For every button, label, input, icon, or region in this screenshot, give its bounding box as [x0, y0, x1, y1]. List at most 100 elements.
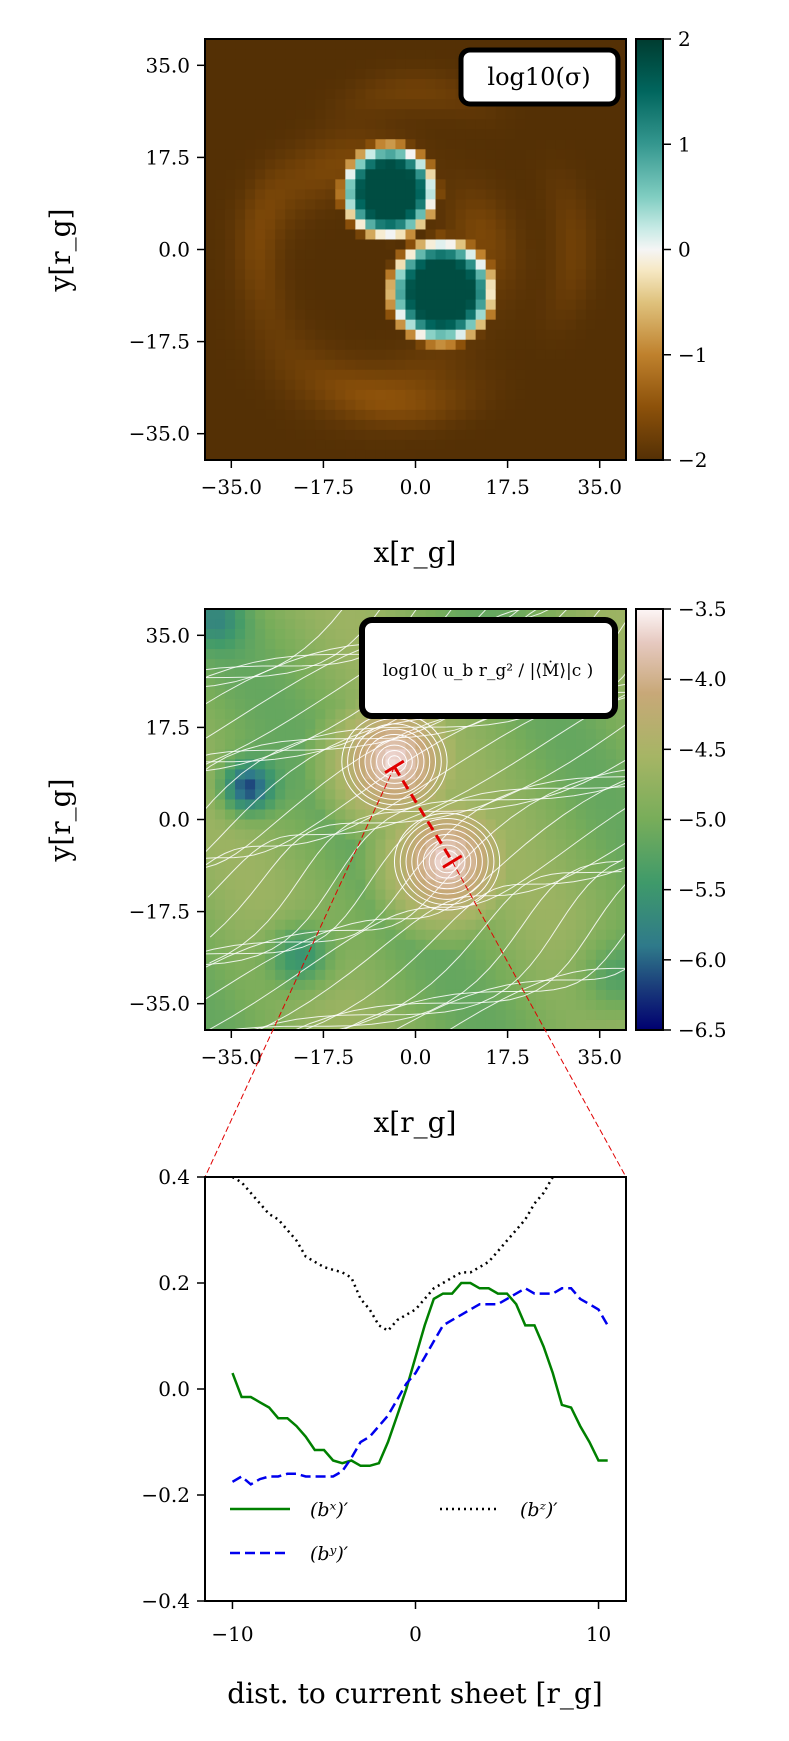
heat-cell — [435, 809, 447, 821]
heat-cell — [445, 909, 457, 921]
heat-cell — [255, 679, 266, 690]
heat-cell — [335, 609, 346, 620]
heat-cell — [575, 319, 587, 331]
heat-cell — [505, 799, 517, 811]
heat-cell — [605, 429, 617, 441]
heat-cell — [445, 789, 457, 801]
heat-cell — [415, 179, 427, 190]
heat-cell — [325, 179, 336, 190]
heat-cell — [235, 359, 246, 371]
heat-cell — [465, 389, 477, 401]
heat-cell — [505, 319, 517, 331]
heat-cell — [595, 809, 607, 821]
heat-cell — [255, 789, 266, 801]
heat-cell — [225, 259, 236, 271]
heat-cell — [595, 989, 607, 1001]
heat-cell — [275, 719, 286, 730]
heat-cell — [225, 269, 236, 281]
heat-cell — [305, 319, 316, 331]
heat-cell — [435, 399, 447, 411]
heat-cell — [205, 779, 216, 791]
heat-cell — [605, 39, 617, 50]
heat-cell — [615, 719, 626, 730]
heat-cell — [365, 149, 377, 160]
heat-cell — [265, 629, 276, 640]
heat-cell — [365, 369, 377, 381]
heat-cell — [545, 849, 557, 861]
heat-cell — [245, 419, 256, 431]
heat-cell — [345, 149, 356, 160]
heat-cell — [385, 399, 397, 411]
heat-cell — [585, 839, 597, 851]
heat-cell — [375, 269, 387, 281]
heat-cell — [545, 939, 557, 951]
heat-cell — [555, 139, 567, 150]
heat-cell — [235, 839, 246, 851]
heat-cell — [245, 959, 256, 971]
heat-cell — [345, 89, 356, 100]
heat-cell — [495, 259, 507, 271]
heat-cell — [405, 309, 417, 321]
heat-cell — [495, 319, 507, 331]
heat-cell — [475, 359, 487, 371]
heat-cell — [215, 179, 226, 190]
heat-cell — [335, 619, 346, 630]
heat-cell — [315, 299, 326, 311]
heat-cell — [485, 139, 497, 150]
heat-cell — [595, 879, 607, 891]
heat-cell — [265, 449, 276, 460]
heat-cell — [425, 769, 437, 781]
heat-cell — [245, 39, 256, 50]
heat-cell — [225, 689, 236, 700]
heat-cell — [215, 269, 226, 281]
heat-cell — [315, 929, 326, 941]
heat-cell — [325, 279, 336, 291]
heat-cell — [245, 689, 256, 700]
heat-cell — [355, 389, 366, 401]
heat-cell — [585, 449, 597, 460]
heat-cell — [485, 129, 497, 140]
heat-cell — [295, 1009, 306, 1021]
heat-cell — [545, 239, 557, 251]
heat-cell — [345, 659, 356, 670]
heat-cell — [485, 909, 497, 921]
heat-cell — [375, 839, 387, 851]
heat-cell — [515, 339, 527, 351]
heat-cell — [205, 649, 216, 660]
heat-cell — [595, 199, 607, 211]
heat-cell — [515, 979, 527, 991]
heat-cell — [205, 199, 216, 211]
heat-cell — [615, 319, 626, 331]
legend: (bˣ)′ (bᶻ)′ (bʸ)′ — [230, 1499, 558, 1565]
heat-cell — [335, 909, 346, 921]
heat-cell — [515, 949, 527, 961]
heat-cell — [225, 209, 236, 221]
heat-cell — [405, 739, 417, 750]
heat-cell — [435, 869, 447, 881]
heat-cell — [505, 609, 517, 620]
heat-cell — [255, 749, 266, 760]
heat-cell — [275, 159, 286, 170]
heat-cell — [255, 609, 266, 620]
heat-cell — [565, 129, 577, 140]
heat-cell — [415, 409, 427, 421]
heat-cell — [305, 139, 316, 150]
heat-cell — [565, 109, 577, 120]
heat-cell — [485, 419, 497, 431]
heat-cell — [615, 819, 626, 831]
heat-cell — [285, 69, 296, 80]
heat-cell — [225, 359, 236, 371]
heat-cell — [355, 1009, 366, 1021]
heat-cell — [245, 49, 256, 60]
heat-cell — [575, 409, 587, 421]
heat-cell — [415, 229, 427, 241]
heat-cell — [405, 289, 417, 301]
heat-cell — [385, 169, 397, 180]
heat-cell — [595, 409, 607, 421]
heat-cell — [275, 429, 286, 441]
heat-cell — [455, 609, 467, 620]
heat-cell — [235, 449, 246, 460]
heat-cell — [315, 129, 326, 140]
heat-cell — [235, 439, 246, 451]
heat-cell — [445, 729, 457, 740]
